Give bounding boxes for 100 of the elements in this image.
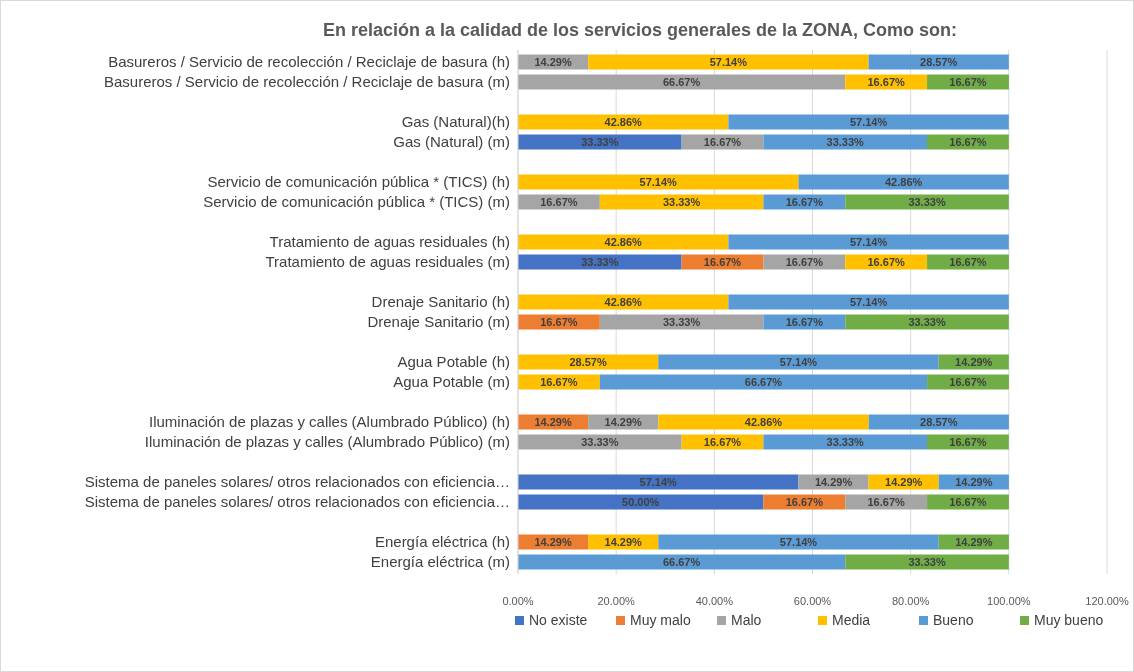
- data-label: 33.33%: [908, 556, 946, 568]
- bar: [798, 174, 1009, 190]
- bar: [658, 534, 939, 550]
- legend-label: Muy malo: [630, 612, 691, 628]
- data-label: 16.67%: [703, 256, 742, 268]
- data-label: 57.14%: [779, 536, 818, 548]
- data-label: 16.67%: [785, 496, 824, 508]
- legend-label: Bueno: [933, 612, 974, 628]
- data-label: 57.14%: [849, 236, 888, 248]
- bar: [763, 434, 928, 450]
- data-label: 14.29%: [534, 536, 572, 548]
- bar: [763, 134, 928, 150]
- data-label: 16.67%: [949, 256, 987, 268]
- data-label: 57.14%: [639, 176, 678, 188]
- legend-label: Malo: [731, 612, 762, 628]
- y-tick-label: Basureros / Servicio de recolección / Reciclaje de basura (m): [103, 73, 510, 90]
- data-label: 16.67%: [949, 376, 987, 388]
- data-label: 16.67%: [867, 496, 906, 508]
- bar: [518, 294, 729, 310]
- data-label: 16.67%: [540, 316, 578, 328]
- data-label: 57.14%: [639, 476, 678, 488]
- data-label: 14.29%: [534, 416, 572, 428]
- bar: [599, 194, 764, 210]
- y-tick-label: Servicio de comunicación pública * (TICS) (m): [203, 193, 510, 210]
- y-tick-label: Drenaje Sanitario (h): [371, 293, 510, 310]
- y-tick-label: Sistema de paneles solares/ otros relacionados con eficiencia…: [84, 473, 510, 490]
- bar: [518, 254, 682, 270]
- y-tick-label: Tratamiento de aguas residuales (h): [269, 233, 510, 250]
- data-label: 16.67%: [949, 136, 987, 148]
- x-tick-label: 100.00%: [987, 595, 1031, 607]
- y-tick-label: Energía eléctrica (m): [370, 553, 510, 570]
- data-label: 42.86%: [604, 236, 643, 248]
- data-label: 66.67%: [662, 556, 701, 568]
- data-label: 16.67%: [540, 196, 578, 208]
- data-label: 57.14%: [779, 356, 818, 368]
- data-label: 14.29%: [534, 56, 572, 68]
- bar: [518, 114, 729, 130]
- bar: [518, 134, 682, 150]
- data-label: 16.67%: [703, 136, 742, 148]
- data-label: 42.86%: [744, 416, 783, 428]
- data-label: 33.33%: [662, 316, 701, 328]
- x-tick-label: 40.00%: [695, 595, 734, 607]
- bar: [845, 314, 1009, 330]
- data-label: 16.67%: [949, 76, 987, 88]
- y-tick-label: Gas (Natural)(h): [401, 113, 510, 130]
- y-tick-label: Tratamiento de aguas residuales (m): [265, 253, 510, 270]
- legend-label: No existe: [529, 612, 588, 628]
- data-label: 16.67%: [785, 256, 824, 268]
- bar: [868, 414, 1009, 430]
- x-tick-label: 60.00%: [793, 595, 832, 607]
- y-tick-label: Energía eléctrica (h): [374, 533, 510, 550]
- bar: [518, 474, 799, 490]
- data-label: 33.33%: [826, 136, 865, 148]
- data-label: 14.29%: [885, 476, 923, 488]
- bar: [588, 54, 869, 70]
- bar: [518, 434, 682, 450]
- data-label: 14.29%: [604, 536, 643, 548]
- y-tick-label: Drenaje Sanitario (m): [367, 313, 510, 330]
- data-label: 66.67%: [662, 76, 701, 88]
- data-label: 57.14%: [849, 116, 888, 128]
- x-tick-label: 20.00%: [597, 595, 636, 607]
- y-tick-label: Agua Potable (h): [397, 353, 510, 370]
- data-label: 28.57%: [920, 416, 958, 428]
- data-label: 33.33%: [908, 196, 946, 208]
- data-label: 16.67%: [703, 436, 742, 448]
- data-label: 16.67%: [867, 76, 906, 88]
- legend-label: Media: [832, 612, 871, 628]
- data-label: 14.29%: [814, 476, 853, 488]
- data-label: 28.57%: [569, 356, 607, 368]
- data-label: 42.86%: [884, 176, 923, 188]
- x-tick-label: 80.00%: [892, 595, 930, 607]
- data-label: 28.57%: [920, 56, 958, 68]
- bar: [658, 414, 869, 430]
- data-label: 50.00%: [622, 496, 660, 508]
- data-label: 33.33%: [581, 436, 619, 448]
- bar: [845, 554, 1009, 570]
- y-tick-label: Sistema de paneles solares/ otros relacionados con eficiencia…: [84, 493, 510, 510]
- data-label: 14.29%: [955, 476, 993, 488]
- bar: [728, 294, 1009, 310]
- data-label: 16.67%: [540, 376, 578, 388]
- bar: [518, 494, 764, 510]
- data-label: 66.67%: [744, 376, 783, 388]
- data-label: 14.29%: [604, 416, 643, 428]
- y-tick-label: Gas (Natural) (m): [393, 133, 510, 150]
- data-label: 33.33%: [826, 436, 865, 448]
- bar: [518, 554, 846, 570]
- y-tick-label: Agua Potable (m): [393, 373, 510, 390]
- data-label: 33.33%: [662, 196, 701, 208]
- data-label: 16.67%: [949, 496, 987, 508]
- chart-title: En relación a la calidad de los servicios generales de la ZONA, Como son:: [322, 20, 958, 40]
- data-label: 57.14%: [849, 296, 888, 308]
- data-label: 16.67%: [785, 196, 824, 208]
- bar: [728, 234, 1009, 250]
- y-tick-label: Servicio de comunicación pública * (TICS) (h): [207, 173, 510, 190]
- bar: [868, 54, 1009, 70]
- data-label: 33.33%: [908, 316, 946, 328]
- data-label: 33.33%: [581, 256, 619, 268]
- bar: [658, 354, 939, 370]
- data-label: 57.14%: [709, 56, 748, 68]
- bar: [599, 314, 764, 330]
